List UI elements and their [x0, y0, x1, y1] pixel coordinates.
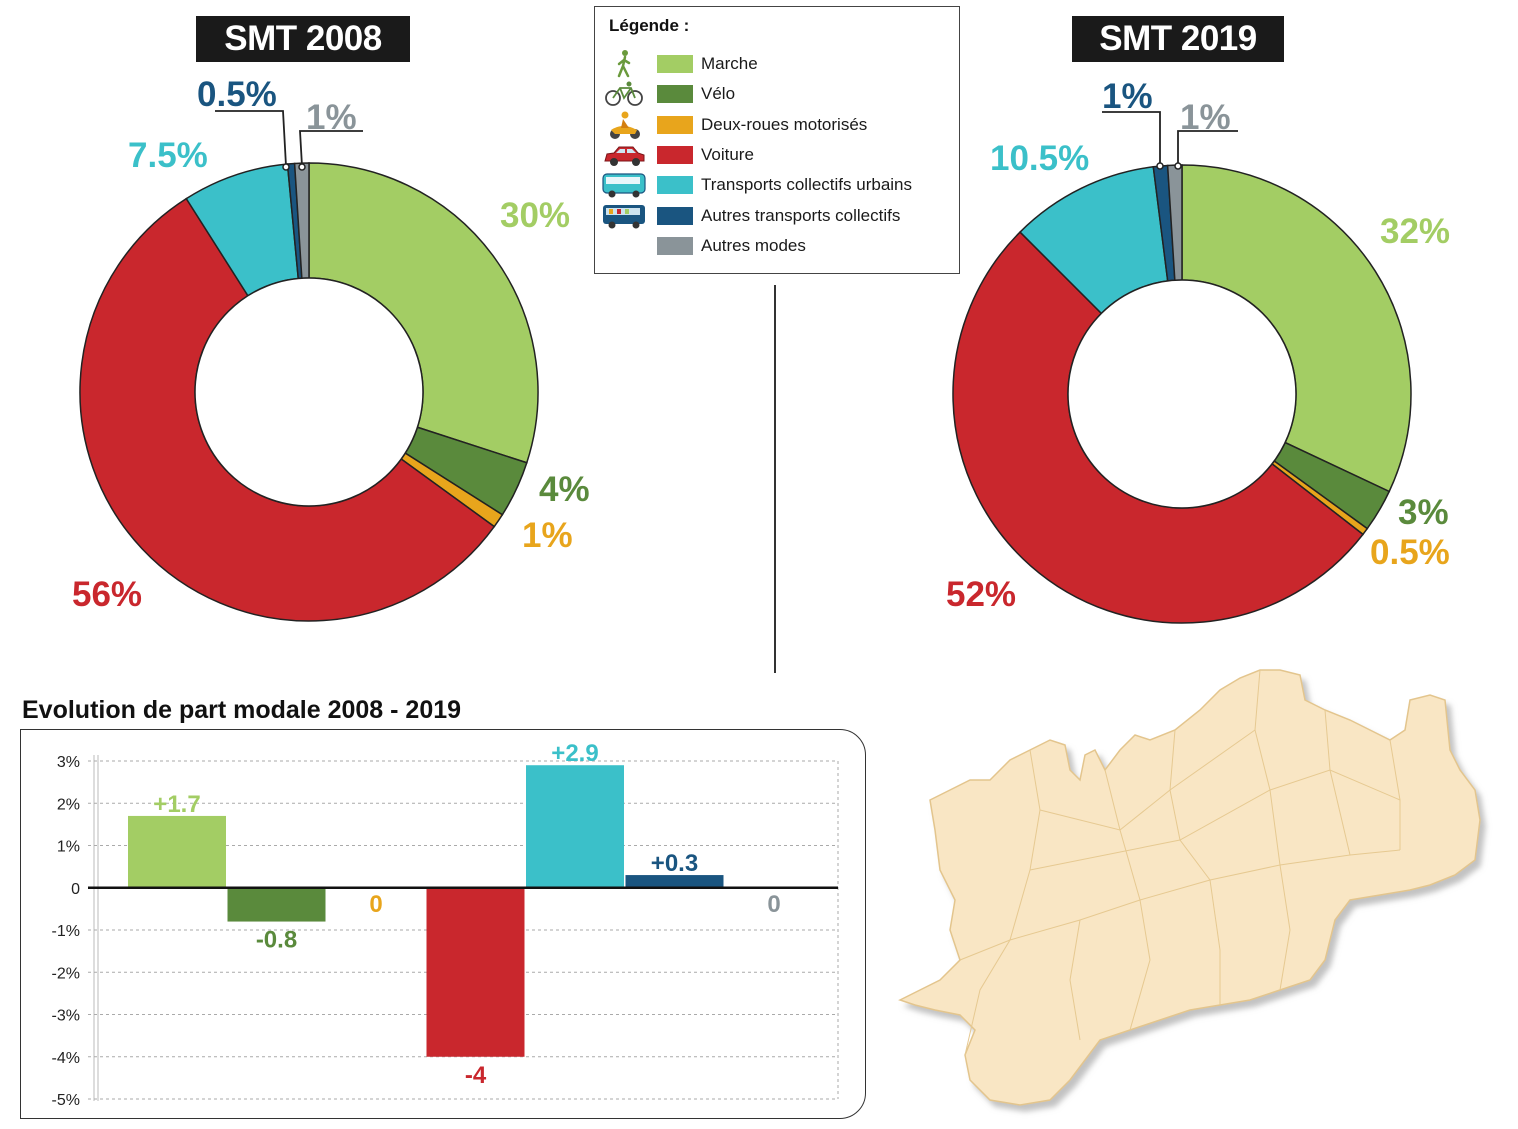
legend-swatch	[657, 115, 693, 134]
donut-value-label: 1%	[1102, 77, 1153, 116]
legend-item: Deux-roues motorisés	[595, 111, 959, 139]
legend-label: Transports collectifs urbains	[701, 175, 913, 195]
bus-icon	[601, 170, 647, 200]
donut-value-label: 32%	[1380, 212, 1450, 251]
legend-swatch	[657, 85, 693, 104]
y-tick-label: -1%	[52, 923, 80, 940]
legend-item: Vélo	[595, 81, 959, 107]
bar-value-label: -0.8	[256, 927, 297, 954]
donut-chart-2019: 32%3%0.5%52%10.5%1%1%	[946, 77, 1450, 624]
bar	[526, 765, 624, 888]
bar-value-label: +1.7	[153, 791, 200, 818]
y-tick-label: 2%	[57, 796, 80, 813]
legend-item: Autres modes	[595, 235, 959, 259]
bar-value-label: -4	[465, 1062, 487, 1089]
bar-value-label: 0	[369, 891, 382, 918]
donut-value-label: 4%	[539, 470, 590, 509]
legend-label: Autres transports collectifs	[701, 205, 901, 225]
legend-label: Marche	[701, 54, 758, 73]
donut-value-label: 52%	[946, 575, 1016, 614]
donut-value-label: 30%	[500, 196, 570, 235]
legend-label: Autres modes	[701, 235, 806, 255]
donut-hole	[194, 277, 424, 507]
legend-swatch	[657, 145, 693, 164]
divider-line	[774, 285, 776, 673]
bar-value-label: 0	[767, 891, 780, 918]
donut-value-label: 0.5%	[1370, 533, 1450, 572]
donut-value-label: 1%	[522, 516, 573, 555]
donut-chart-2008: 30%4%1%56%7.5%0.5%1%	[72, 75, 590, 622]
legend-item: Autres transports collectifs	[595, 204, 959, 229]
donut-value-label: 0.5%	[197, 75, 277, 114]
y-tick-label: 0	[71, 881, 80, 898]
y-tick-label: 1%	[57, 839, 80, 856]
legend-swatch	[657, 55, 693, 73]
bar	[426, 887, 525, 1057]
legend-swatch	[657, 206, 693, 225]
bar-chart-title: Evolution de part modale 2008 - 2019	[22, 696, 462, 724]
chart-title-2019: SMT 2019	[1072, 16, 1284, 62]
scooter-icon	[601, 110, 647, 140]
donut-value-label: 3%	[1398, 493, 1449, 532]
bar-chart-frame	[20, 729, 866, 1119]
legend-swatch	[657, 236, 693, 255]
bar	[128, 815, 226, 888]
bar-chart: 3% 2% 1% 0 -1% -2% -3% -4% -5% +1.7 -0.8 0 -4 +2.9 +0.…	[52, 740, 839, 1109]
coach-icon	[601, 201, 647, 231]
legend-label: Vélo	[701, 84, 736, 104]
bar	[227, 887, 326, 922]
donut-hole	[1067, 279, 1297, 509]
chart-title-2008: SMT 2008	[196, 16, 410, 62]
donut-value-label: 56%	[72, 575, 142, 614]
legend-title: Légende :	[609, 16, 690, 35]
legend-item: Voiture	[595, 144, 959, 168]
pedestrian-icon	[601, 49, 647, 79]
bicycle-icon	[601, 79, 647, 109]
donut-value-label: 7.5%	[128, 136, 208, 175]
legend-swatch	[657, 176, 693, 195]
legend-label: Voiture	[701, 144, 754, 164]
bar-value-label: +2.9	[551, 740, 598, 767]
territory-map-icon	[898, 669, 1481, 1106]
legend-label: Deux-roues motorisés	[701, 114, 868, 134]
bar-value-label: +0.3	[651, 850, 698, 877]
y-tick-label: -2%	[52, 965, 80, 982]
bar	[625, 875, 724, 888]
car-icon	[601, 140, 647, 170]
y-tick-label: -5%	[52, 1092, 80, 1109]
y-tick-label: -3%	[52, 1008, 80, 1025]
legend: Légende : Marche Vélo Deux-roues motorisés…	[594, 6, 960, 274]
y-tick-label: 3%	[57, 754, 80, 771]
legend-item: Transports collectifs urbains	[595, 173, 959, 198]
y-tick-label: -4%	[52, 1050, 80, 1067]
donut-value-label: 10.5%	[990, 139, 1089, 178]
legend-item: Marche	[595, 50, 959, 78]
